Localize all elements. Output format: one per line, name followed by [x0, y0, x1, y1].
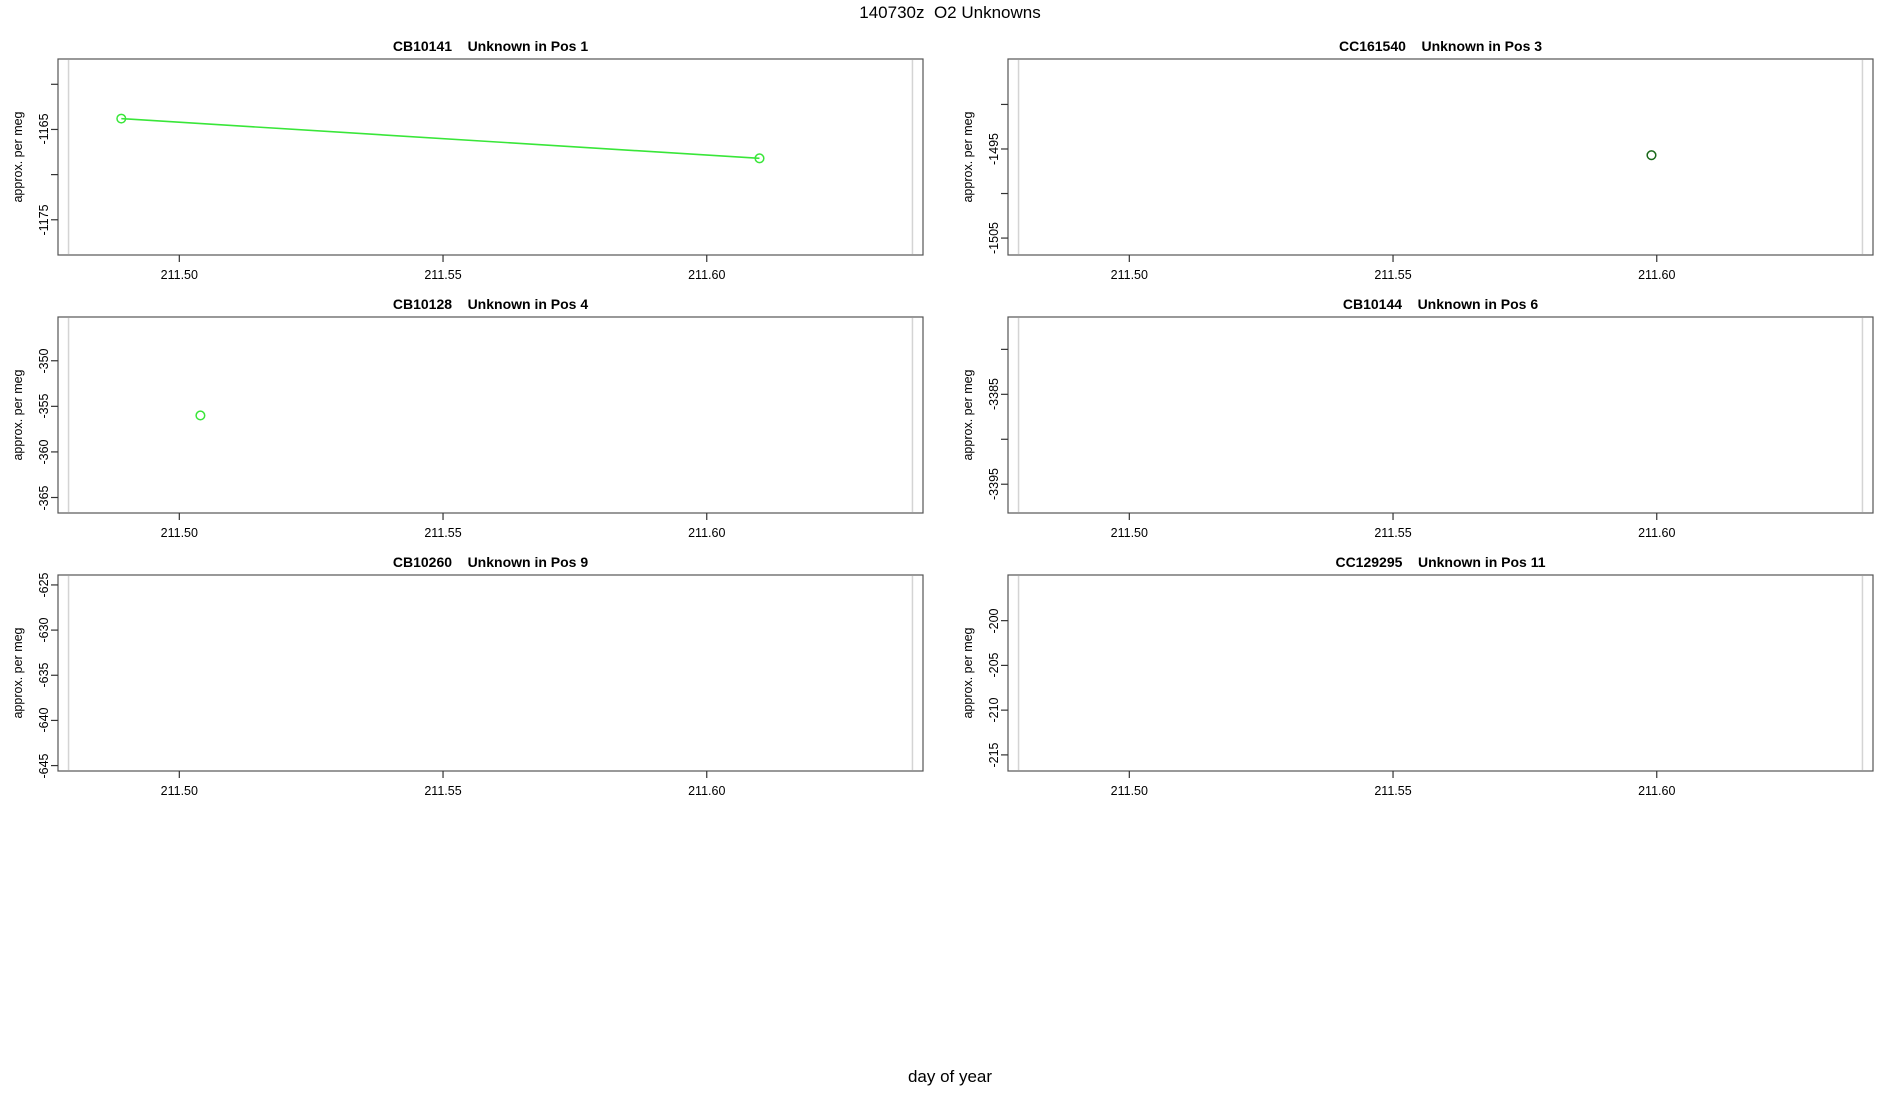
x-tick-label: 211.60	[688, 268, 726, 282]
subplot-title: CC129295 Unknown in Pos 11	[1335, 554, 1546, 570]
y-tick-label: -360	[37, 439, 51, 465]
plot-box	[57, 58, 924, 256]
x-tick-label: 211.60	[1638, 526, 1676, 540]
subplot-title: CB10128 Unknown in Pos 4	[392, 296, 589, 312]
y-tick-label: -635	[37, 662, 51, 688]
y-axis-label: approx. per meg	[961, 111, 975, 203]
y-tick-label: -1495	[987, 132, 1001, 165]
x-tick-label: 211.55	[424, 526, 462, 540]
x-tick-label: 211.60	[688, 784, 726, 798]
y-tick-label: -355	[37, 393, 51, 419]
plot-box	[57, 316, 924, 514]
x-tick-label: 211.60	[1638, 268, 1676, 282]
y-tick-label: -1175	[37, 204, 51, 236]
x-tick-label: 211.50	[1110, 526, 1148, 540]
x-tick-label: 211.50	[160, 784, 198, 798]
y-tick-label: -200	[987, 608, 1001, 634]
y-tick-label: -3395	[987, 468, 1001, 501]
y-tick-label: -210	[987, 697, 1001, 723]
data-point	[754, 153, 765, 164]
x-tick-label: 211.55	[424, 784, 462, 798]
plot-box	[1007, 574, 1874, 772]
x-tick-label: 211.50	[160, 268, 198, 282]
plot-box	[57, 574, 924, 772]
y-axis-label: approx. per meg	[11, 627, 25, 719]
y-tick-label: -1165	[37, 113, 51, 145]
y-tick-label: -630	[37, 617, 51, 643]
plot-box	[1007, 316, 1874, 514]
y-axis-label: approx. per meg	[11, 111, 25, 203]
data-point	[1646, 150, 1657, 161]
y-axis-label: approx. per meg	[961, 369, 975, 461]
y-tick-label: -205	[987, 652, 1001, 678]
subplot-title: CB10141 Unknown in Pos 1	[392, 38, 589, 54]
y-tick-label: -640	[37, 707, 51, 733]
y-tick-label: -625	[37, 572, 51, 598]
data-point	[195, 410, 206, 421]
y-tick-label: -350	[37, 348, 51, 374]
y-tick-label: -365	[37, 484, 51, 511]
x-tick-label: 211.60	[1638, 784, 1676, 798]
series-line	[121, 117, 760, 160]
y-axis-label: approx. per meg	[11, 369, 25, 461]
x-tick-label: 211.55	[1374, 526, 1412, 540]
y-tick-label: -215	[987, 742, 1001, 768]
x-axis-label: day of year	[907, 1067, 993, 1086]
x-tick-label: 211.50	[160, 526, 198, 540]
x-tick-label: 211.55	[1374, 784, 1412, 798]
y-tick-label: -1505	[987, 222, 1001, 255]
main-title: 140730z O2 Unknowns	[859, 3, 1041, 22]
data-point	[116, 113, 127, 124]
subplot-title: CC161540 Unknown in Pos 3	[1338, 38, 1543, 54]
subplot-title: CB10144 Unknown in Pos 6	[1342, 296, 1539, 312]
subplot-title: CB10260 Unknown in Pos 9	[392, 554, 589, 570]
x-tick-label: 211.55	[1374, 268, 1412, 282]
plot-box	[1007, 58, 1874, 256]
y-axis-label: approx. per meg	[961, 627, 975, 719]
y-tick-label: -645	[37, 753, 51, 779]
x-tick-label: 211.55	[424, 268, 462, 282]
x-tick-label: 211.60	[688, 526, 726, 540]
x-tick-label: 211.50	[1110, 268, 1148, 282]
y-tick-label: -3385	[987, 378, 1001, 411]
x-tick-label: 211.50	[1110, 784, 1148, 798]
